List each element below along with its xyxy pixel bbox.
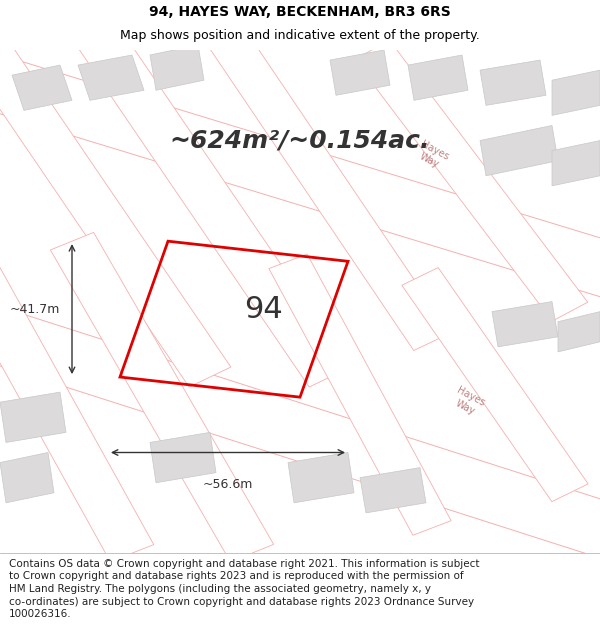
Polygon shape <box>288 452 354 503</box>
Polygon shape <box>552 141 600 186</box>
Polygon shape <box>150 432 216 482</box>
Polygon shape <box>0 253 154 562</box>
Polygon shape <box>0 49 600 302</box>
Text: ~624m²/~0.154ac.: ~624m²/~0.154ac. <box>170 129 430 152</box>
Polygon shape <box>360 468 426 513</box>
Text: ~41.7m: ~41.7m <box>10 302 60 316</box>
Text: 94, HAYES WAY, BECKENHAM, BR3 6RS: 94, HAYES WAY, BECKENHAM, BR3 6RS <box>149 6 451 19</box>
Polygon shape <box>330 50 390 95</box>
Polygon shape <box>480 126 558 176</box>
Polygon shape <box>78 55 144 100</box>
Polygon shape <box>150 45 204 90</box>
Text: HM Land Registry. The polygons (including the associated geometry, namely x, y: HM Land Registry. The polygons (includin… <box>9 584 431 594</box>
Polygon shape <box>0 301 600 564</box>
Text: Map shows position and indicative extent of the property.: Map shows position and indicative extent… <box>120 29 480 42</box>
Polygon shape <box>402 268 588 502</box>
Polygon shape <box>210 31 450 351</box>
Polygon shape <box>558 312 600 352</box>
Text: Hayes
Way: Hayes Way <box>449 386 487 419</box>
Polygon shape <box>0 392 66 442</box>
Text: Contains OS data © Crown copyright and database right 2021. This information is : Contains OS data © Crown copyright and d… <box>9 559 479 569</box>
Text: Hayes
Way: Hayes Way <box>413 139 451 172</box>
Text: to Crown copyright and database rights 2023 and is reproduced with the permissio: to Crown copyright and database rights 2… <box>9 571 464 581</box>
Polygon shape <box>0 15 231 387</box>
Text: ~56.6m: ~56.6m <box>203 478 253 491</box>
Polygon shape <box>269 254 451 535</box>
Polygon shape <box>480 60 546 106</box>
Polygon shape <box>12 65 72 111</box>
Polygon shape <box>69 15 351 387</box>
Polygon shape <box>0 452 54 503</box>
Text: co-ordinates) are subject to Crown copyright and database rights 2023 Ordnance S: co-ordinates) are subject to Crown copyr… <box>9 597 474 607</box>
Polygon shape <box>408 55 468 100</box>
Polygon shape <box>492 301 558 347</box>
Polygon shape <box>50 232 274 562</box>
Text: 94: 94 <box>245 294 283 324</box>
Text: 100026316.: 100026316. <box>9 609 71 619</box>
Polygon shape <box>354 41 588 321</box>
Polygon shape <box>552 70 600 116</box>
